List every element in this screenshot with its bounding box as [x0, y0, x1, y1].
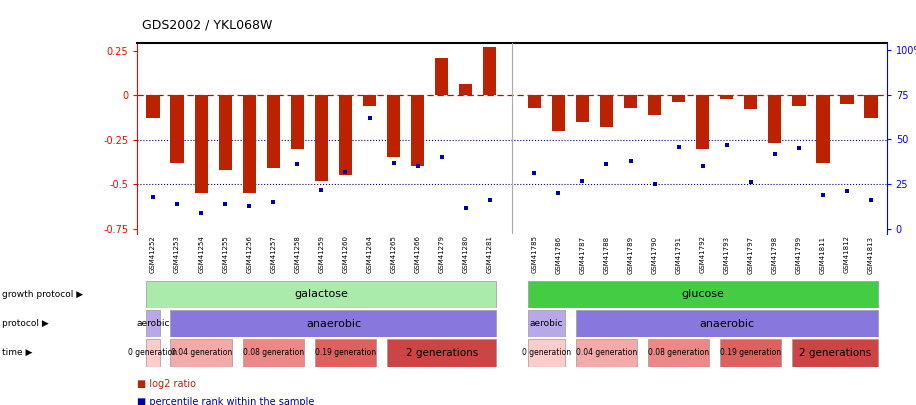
Bar	[459, 84, 473, 95]
Bar	[339, 95, 352, 175]
Text: 2 generations: 2 generations	[799, 348, 871, 358]
Bar	[648, 95, 661, 115]
Text: GDS2002 / YKL068W: GDS2002 / YKL068W	[142, 18, 272, 31]
Bar	[411, 95, 424, 166]
Text: ■ percentile rank within the sample: ■ percentile rank within the sample	[137, 397, 315, 405]
Bar	[624, 95, 638, 108]
Text: galactose: galactose	[294, 290, 348, 299]
Bar	[147, 281, 496, 308]
Text: time ▶: time ▶	[2, 348, 32, 357]
Text: 0.19 generation: 0.19 generation	[315, 348, 376, 357]
Bar	[720, 339, 781, 367]
Bar	[816, 95, 830, 163]
Bar	[600, 95, 613, 127]
Text: glucose: glucose	[682, 290, 725, 299]
Bar	[243, 339, 304, 367]
Bar	[315, 339, 376, 367]
Bar	[243, 95, 256, 193]
Text: 0 generation: 0 generation	[128, 348, 178, 357]
Bar	[528, 310, 565, 337]
Bar	[672, 95, 685, 102]
Bar	[147, 95, 159, 118]
Bar	[267, 95, 280, 168]
Text: anaerobic: anaerobic	[699, 319, 754, 328]
Text: 0.08 generation: 0.08 generation	[243, 348, 304, 357]
Bar	[435, 58, 448, 95]
Bar	[576, 310, 878, 337]
Bar	[147, 310, 159, 337]
Bar	[194, 95, 208, 193]
Bar	[528, 95, 541, 108]
Bar	[147, 339, 159, 367]
Bar	[696, 95, 709, 149]
Text: aerobic: aerobic	[136, 319, 169, 328]
Bar	[315, 95, 328, 181]
Bar	[792, 95, 805, 106]
Text: growth protocol ▶: growth protocol ▶	[2, 290, 83, 299]
Bar	[170, 339, 232, 367]
Bar	[648, 339, 709, 367]
Bar	[219, 95, 232, 170]
Text: 0.04 generation: 0.04 generation	[576, 348, 638, 357]
Text: 0 generation: 0 generation	[522, 348, 571, 357]
Text: aerobic: aerobic	[529, 319, 563, 328]
Bar	[551, 95, 565, 131]
Text: 0.08 generation: 0.08 generation	[648, 348, 709, 357]
Text: anaerobic: anaerobic	[306, 319, 361, 328]
Bar	[170, 310, 496, 337]
Text: 2 generations: 2 generations	[406, 348, 478, 358]
Bar	[363, 95, 376, 106]
Bar	[528, 339, 565, 367]
Bar	[792, 339, 878, 367]
Bar	[576, 339, 638, 367]
Bar	[720, 95, 734, 99]
Text: protocol ▶: protocol ▶	[2, 319, 49, 328]
Bar	[170, 95, 184, 163]
Text: 0.19 generation: 0.19 generation	[720, 348, 781, 357]
Bar	[576, 95, 589, 122]
Bar	[387, 339, 496, 367]
Bar	[290, 95, 304, 149]
Text: ■ log2 ratio: ■ log2 ratio	[137, 379, 196, 389]
Bar	[769, 95, 781, 143]
Bar	[840, 95, 854, 104]
Bar	[387, 95, 400, 158]
Bar	[865, 95, 878, 118]
Text: 0.04 generation: 0.04 generation	[170, 348, 232, 357]
Bar	[528, 281, 878, 308]
Bar	[744, 95, 758, 109]
Bar	[483, 47, 496, 95]
